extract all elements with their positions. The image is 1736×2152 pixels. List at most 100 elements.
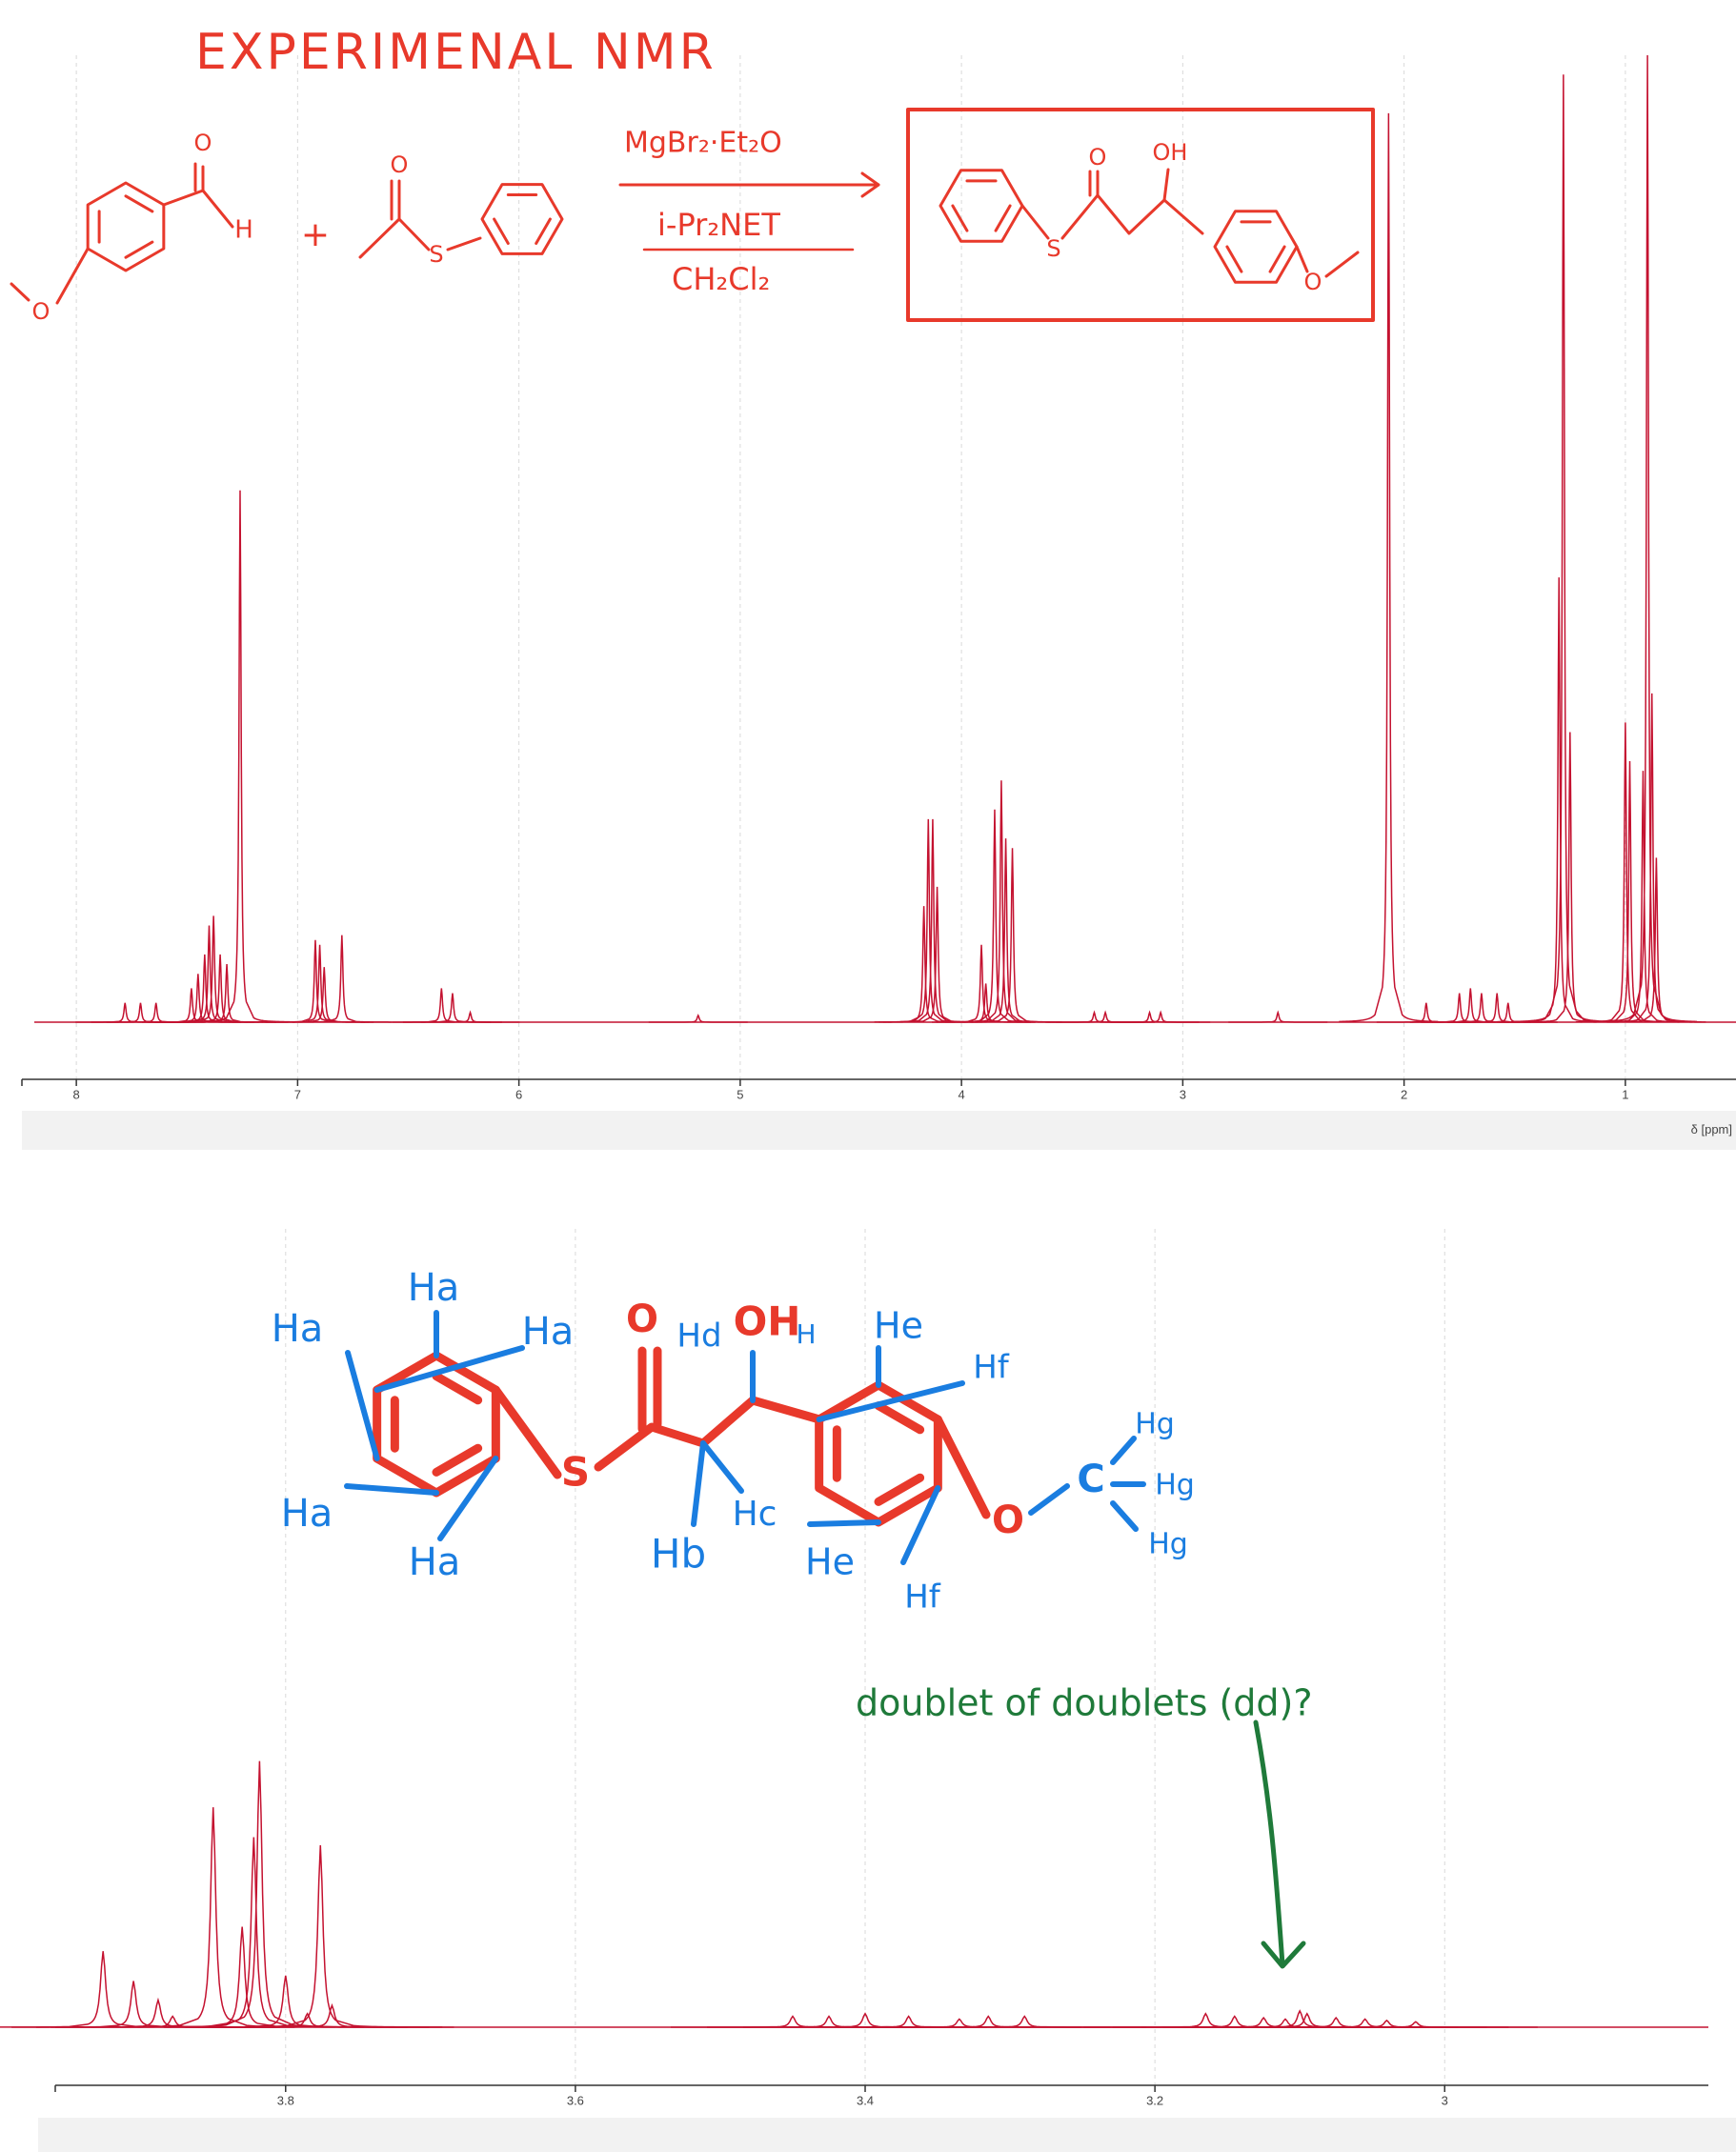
h-label: Hd (676, 1317, 721, 1356)
bond (1295, 245, 1309, 273)
bond (816, 1380, 965, 1422)
atom-label: S (1046, 235, 1060, 262)
atom-label: S (429, 241, 443, 268)
peak (11, 1981, 256, 2028)
aromatic-bond (432, 1372, 483, 1405)
x-tick-label: 3 (1180, 1087, 1186, 1101)
peak (190, 490, 291, 1023)
h-label: Hf (973, 1349, 1010, 1387)
peak (956, 838, 1056, 1023)
aromatic-bond (124, 194, 154, 213)
peak (878, 818, 979, 1023)
aromatic-bond (432, 1443, 483, 1477)
reagent: i-Pr₂NET (657, 207, 780, 243)
peak (148, 974, 248, 1023)
arrowhead (860, 171, 880, 198)
atom-label: O (1089, 144, 1107, 171)
bond (900, 1485, 941, 1565)
labels: EXPERIMENAL NMR MgBr₂·Et₂O i-Pr₂NET CH₂C… (32, 24, 1322, 1724)
x-tick-label: 5 (737, 1087, 743, 1101)
bond (1110, 1436, 1137, 1465)
x-tick-label: 3 (1442, 2093, 1448, 2107)
x-tick-label: 3.2 (1146, 2093, 1163, 2107)
bond (1110, 1500, 1139, 1532)
h-label: He (805, 1541, 855, 1583)
peak (131, 1837, 376, 2028)
aromatic-bond (124, 240, 154, 259)
h-label: Ha (272, 1307, 324, 1351)
peak (420, 1010, 520, 1023)
aromatic-bond (493, 217, 510, 245)
peak (1606, 857, 1706, 1023)
atom-label: O (992, 1498, 1024, 1542)
peak (1421, 988, 1521, 1023)
reagent: MgBr₂·Et₂O (624, 127, 782, 160)
bond (1324, 251, 1360, 278)
ring (1213, 210, 1299, 284)
peak (91, 1002, 191, 1023)
heading: EXPERIMENAL NMR (195, 24, 717, 81)
bond (700, 1440, 744, 1494)
x-tick-label: 1 (1622, 1087, 1628, 1101)
h-label: Ha (522, 1310, 575, 1354)
peak (198, 1845, 443, 2028)
bond (1162, 168, 1170, 202)
aromatic-bond (874, 1401, 925, 1435)
peak (670, 2015, 915, 2028)
h-label: Ha (408, 1266, 460, 1310)
bond (594, 1396, 824, 1472)
h-label: Hg (1155, 1469, 1195, 1502)
peak (1602, 693, 1702, 1023)
aromatic-bond (1225, 245, 1243, 273)
peak (1339, 112, 1439, 1023)
peak (951, 780, 1051, 1023)
bond (1060, 193, 1204, 240)
peak (882, 818, 982, 1023)
spectrum-chart: 3.8 3.6 3.4 3.2 3 (0, 1229, 1736, 2152)
peak (292, 935, 392, 1023)
atom-label: O (32, 298, 50, 325)
h-label: H (796, 1318, 816, 1350)
atom-label: H (234, 216, 253, 245)
atom-label: O (1304, 269, 1322, 295)
bond (1028, 1483, 1070, 1516)
peak (210, 2002, 454, 2028)
atom-label: C (1077, 1458, 1104, 1501)
peak (1520, 732, 1620, 1023)
aromatic-bond (994, 204, 1012, 232)
h-label: Hg (1135, 1408, 1175, 1441)
peak (0, 1951, 226, 2028)
axis-strip (38, 2118, 1736, 2152)
x-tick-label: 3.8 (277, 2093, 294, 2107)
peak (270, 944, 370, 1023)
bond (1020, 204, 1050, 240)
peak (1112, 2015, 1357, 2028)
bond (162, 165, 205, 207)
bond (933, 1415, 991, 1519)
peak (274, 967, 374, 1023)
peak (1431, 993, 1531, 1023)
peak (402, 993, 502, 1023)
ring (480, 183, 564, 255)
atom-label: O (626, 1297, 658, 1341)
drawings (10, 108, 1375, 1969)
h-label: Ha (409, 1540, 461, 1584)
bond (344, 1483, 439, 1496)
note-arrowhead (1261, 1941, 1306, 1969)
peak (1100, 1010, 1200, 1023)
x-tick-label: 2 (1401, 1087, 1407, 1101)
bond (491, 1385, 562, 1479)
x-tick-label: 6 (515, 1087, 522, 1101)
peak (648, 1014, 748, 1023)
peak (1111, 1010, 1211, 1023)
atom-label: O (391, 151, 409, 178)
peak (120, 1926, 365, 2028)
charts: 8 7 6 5 4 3 2 1 δ [ppm] 3.8 3.6 3.4 3.2 3 (0, 54, 1736, 2152)
bond (201, 189, 234, 229)
bond (10, 282, 30, 302)
peak (265, 939, 365, 1023)
peak (944, 809, 1044, 1023)
atom-label: S (561, 1449, 590, 1496)
